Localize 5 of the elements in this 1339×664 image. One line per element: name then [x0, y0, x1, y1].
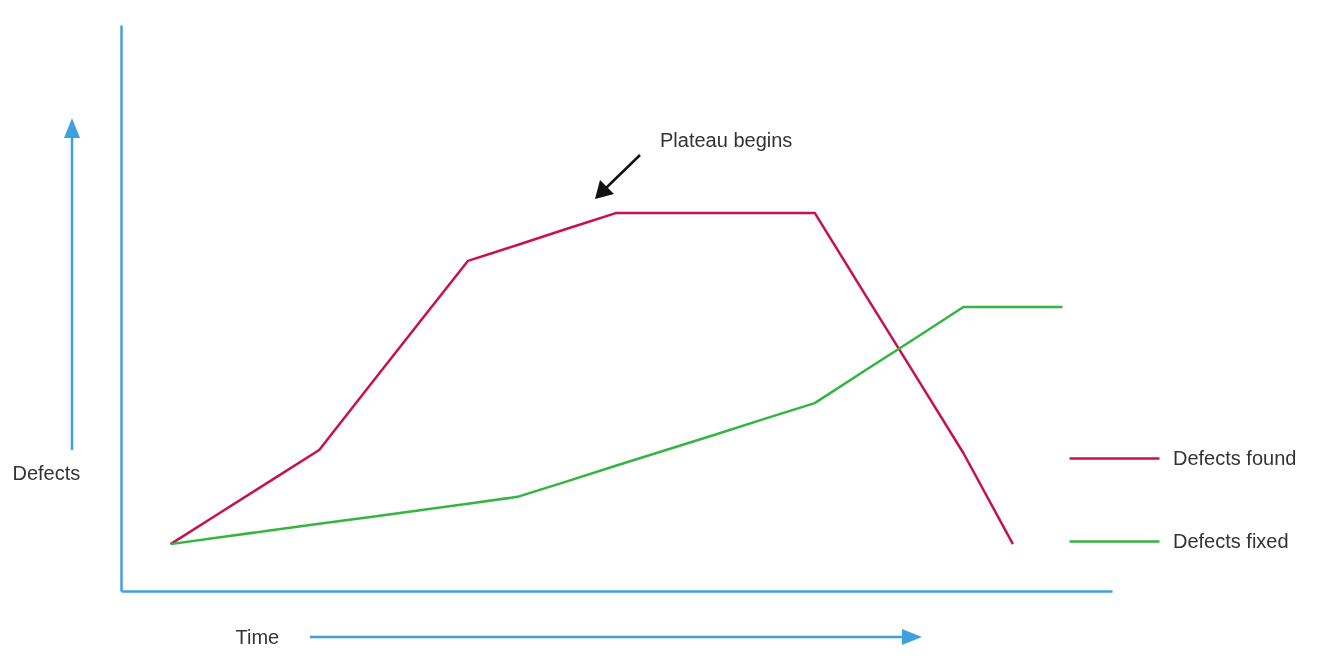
text: Plateau begins [660, 129, 793, 151]
x-axis-title: Time [235, 625, 280, 648]
y-axis-title: Defects [12, 461, 81, 484]
legend-label: Defects found [1173, 446, 1297, 469]
legend-label: Defects fixed [1173, 529, 1289, 552]
